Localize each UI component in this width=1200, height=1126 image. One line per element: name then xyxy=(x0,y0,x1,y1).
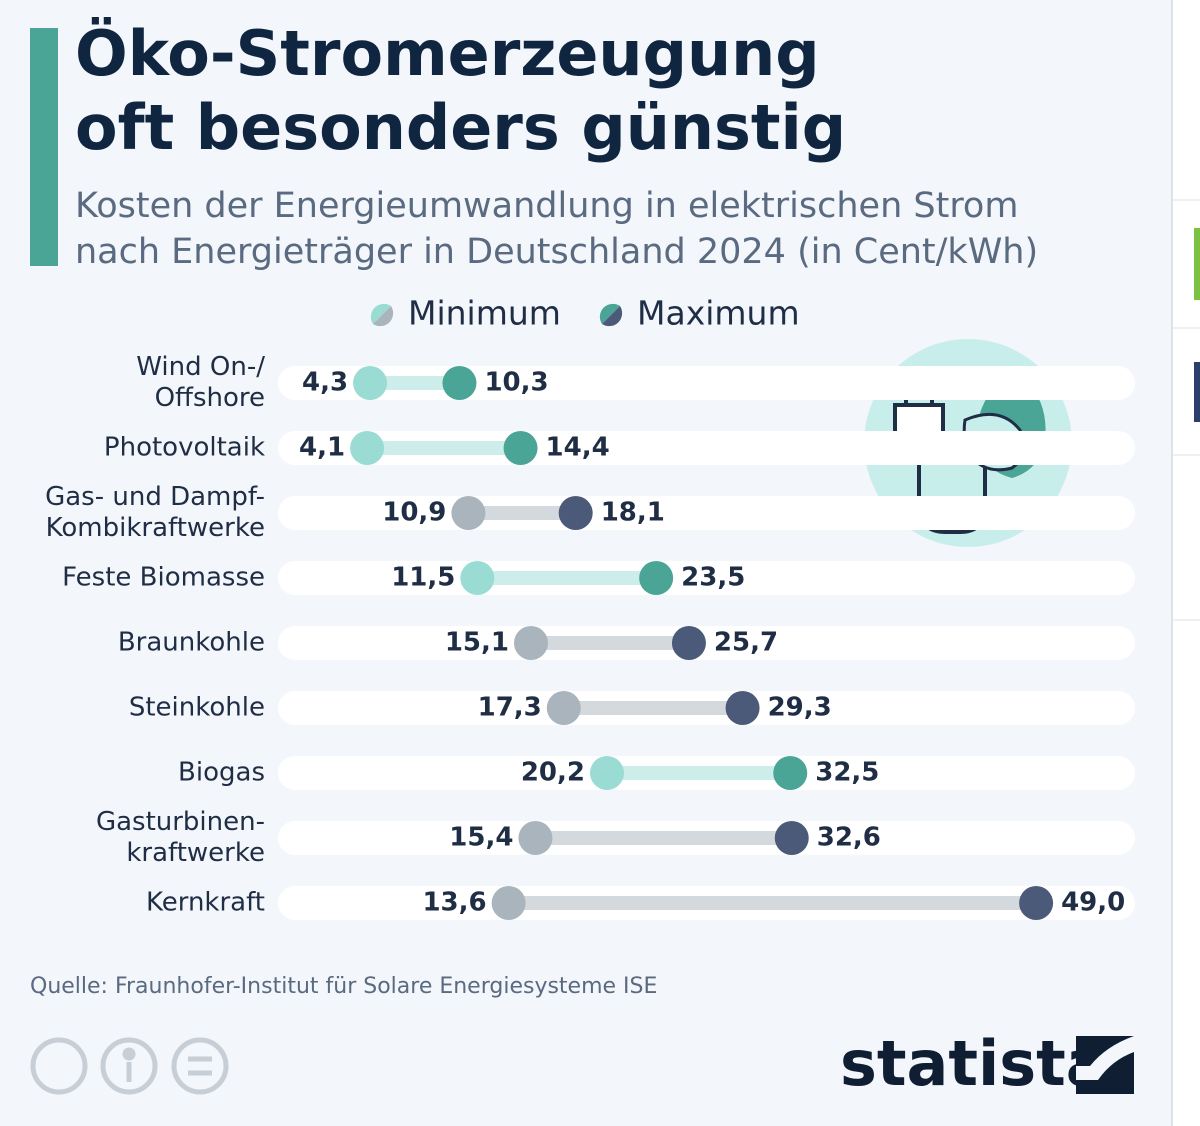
subtitle: nach Energieträger in Deutschland 2024 (… xyxy=(75,232,1038,272)
legend-label: Minimum xyxy=(408,294,561,333)
max-dot xyxy=(671,626,706,660)
value-label: 32,5 xyxy=(815,758,879,788)
value-label: 18,1 xyxy=(601,498,665,528)
value-label: 4,3 xyxy=(302,368,348,398)
max-dot xyxy=(774,821,809,855)
source: Quelle: Fraunhofer-Institut für Solare E… xyxy=(30,974,657,999)
category-label: Offshore xyxy=(155,383,265,413)
license-icons xyxy=(30,1037,229,1095)
category-label: Kernkraft xyxy=(146,888,265,918)
category-label: Steinkohle xyxy=(129,693,265,723)
max-dot xyxy=(725,691,760,725)
category-label: kraftwerke xyxy=(126,838,265,868)
value-label: 20,2 xyxy=(521,758,585,788)
value-label: 32,6 xyxy=(817,823,881,853)
category-label: Biogas xyxy=(178,758,265,788)
value-label: 17,3 xyxy=(478,693,542,723)
title-accent xyxy=(30,28,58,266)
sidebar-button[interactable] xyxy=(1194,362,1200,422)
max-dot xyxy=(1019,886,1054,920)
min-dot xyxy=(513,626,548,660)
legend-label: Maximum xyxy=(637,294,800,333)
brand-mark xyxy=(1076,1036,1134,1094)
min-dot xyxy=(491,886,526,920)
range-bar xyxy=(367,441,521,455)
min-dot xyxy=(460,561,495,595)
row-background xyxy=(278,561,1135,595)
min-dot xyxy=(350,431,385,465)
value-label: 11,5 xyxy=(391,563,455,593)
max-dot xyxy=(558,496,593,530)
value-label: 25,7 xyxy=(714,628,778,658)
value-label: 10,3 xyxy=(484,368,548,398)
max-dot xyxy=(503,431,538,465)
min-dot xyxy=(451,496,486,530)
range-bar xyxy=(535,831,792,845)
category-label: Braunkohle xyxy=(118,628,265,658)
category-label: Gasturbinen- xyxy=(96,807,265,837)
value-label: 14,4 xyxy=(546,433,610,463)
subtitle: Kosten der Energieumwandlung in elektris… xyxy=(75,186,1018,226)
value-label: 15,1 xyxy=(445,628,509,658)
row-background xyxy=(278,366,1135,400)
value-label: 23,5 xyxy=(681,563,745,593)
value-label: 15,4 xyxy=(449,823,513,853)
range-bar xyxy=(563,701,743,715)
legend-swatch xyxy=(370,303,391,324)
range-bar xyxy=(477,571,657,585)
category-label: Photovoltaik xyxy=(104,433,265,463)
title: oft besonders günstig xyxy=(75,91,846,164)
min-dot xyxy=(518,821,553,855)
row-background xyxy=(278,431,1135,465)
max-dot xyxy=(773,756,808,790)
min-dot xyxy=(546,691,581,725)
value-label: 4,1 xyxy=(299,433,345,463)
legend-swatch xyxy=(602,306,623,327)
category-label: Wind On-/ xyxy=(136,352,265,382)
range-bar xyxy=(508,896,1037,910)
value-label: 10,9 xyxy=(382,498,446,528)
value-label: 13,6 xyxy=(422,888,486,918)
range-bar xyxy=(370,376,460,390)
value-label: 49,0 xyxy=(1061,888,1125,918)
category-label: Kombikraftwerke xyxy=(46,513,265,543)
category-label: Gas- und Dampf- xyxy=(45,482,265,512)
row-background xyxy=(278,496,1135,530)
min-dot xyxy=(353,366,388,400)
title: Öko-Stromerzeugung xyxy=(75,17,820,90)
max-dot xyxy=(639,561,674,595)
brand-logo: statista xyxy=(840,1027,1108,1100)
value-label: 29,3 xyxy=(768,693,832,723)
range-bar xyxy=(606,766,791,780)
min-dot xyxy=(589,756,624,790)
range-bar xyxy=(468,506,576,520)
category-label: Feste Biomasse xyxy=(62,563,265,593)
sidebar-button[interactable] xyxy=(1194,228,1200,300)
range-bar xyxy=(530,636,689,650)
legend-swatch xyxy=(599,303,620,324)
legend-swatch xyxy=(373,306,394,327)
row-background xyxy=(278,626,1135,660)
max-dot xyxy=(442,366,477,400)
